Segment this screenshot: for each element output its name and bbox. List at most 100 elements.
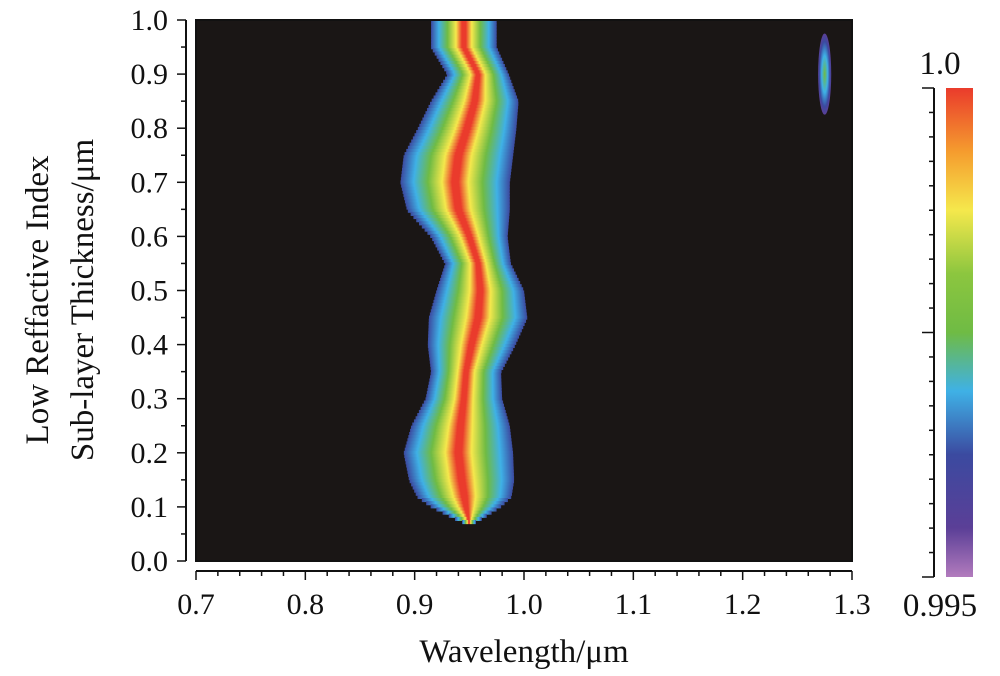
band-strip <box>401 183 510 188</box>
band-strip <box>438 249 510 254</box>
x-tick-label: 0.7 <box>177 588 215 621</box>
band-strip <box>401 186 510 191</box>
band-strip <box>410 211 510 216</box>
band-strip <box>430 101 519 106</box>
band-strip <box>426 394 503 399</box>
band-strip <box>428 318 527 323</box>
band-strip <box>427 387 502 393</box>
band-strip <box>428 337 518 342</box>
band-strip <box>412 485 514 490</box>
high-value-band <box>400 20 832 525</box>
plot-frame <box>195 19 853 562</box>
band-strip <box>403 192 510 198</box>
band-strip <box>407 208 510 213</box>
band-strip <box>446 73 510 78</box>
band-strip <box>417 413 507 418</box>
band-strip <box>454 516 482 521</box>
band-strip <box>402 167 512 172</box>
y-tick-label: 0.4 <box>131 329 169 362</box>
band-strip <box>406 148 514 154</box>
x-tick-label: 1.1 <box>615 588 653 621</box>
band-strip <box>405 202 510 207</box>
band-strip <box>403 158 513 163</box>
x-axis: 0.7 0.8 0.9 1.0 1.1 1.2 1.3 <box>177 570 871 621</box>
band-strip <box>428 347 514 352</box>
band-strip <box>430 362 505 367</box>
band-strip <box>404 196 510 201</box>
band-strip <box>438 284 522 289</box>
band-strip <box>426 108 518 113</box>
band-strip <box>429 378 502 383</box>
band-strip <box>401 170 511 176</box>
y-tick-label: 0.7 <box>131 166 169 199</box>
band-strip <box>410 425 510 430</box>
band-strip <box>435 92 516 97</box>
band-strip <box>431 98 519 103</box>
band-strip <box>444 76 511 81</box>
x-tick-label: 1.2 <box>724 588 762 621</box>
band-strip <box>445 262 512 267</box>
y-tick-label: 0.0 <box>131 545 169 578</box>
band-strip <box>412 422 510 427</box>
band-strip <box>444 265 513 270</box>
band-strip <box>437 89 515 94</box>
band-strip <box>405 444 513 449</box>
band-strip <box>434 51 500 56</box>
band-strip <box>435 243 509 248</box>
band-strip <box>420 406 505 411</box>
band-strip <box>418 409 506 415</box>
band-strip <box>448 513 487 518</box>
band-strip <box>404 447 513 452</box>
y-tick-label: 0.3 <box>131 383 169 416</box>
band-strip <box>402 189 510 194</box>
band-strip <box>442 64 505 69</box>
band-strip <box>422 403 504 408</box>
band-strip <box>430 233 508 238</box>
band-strip <box>427 343 515 349</box>
band-strip <box>406 463 514 468</box>
band-strip <box>430 375 502 380</box>
y-tick-label: 0.9 <box>131 58 169 91</box>
band-strip <box>408 435 512 440</box>
x-axis-title: Wavelength/μm <box>419 634 629 670</box>
band-strip <box>401 174 511 179</box>
band-strip <box>404 457 514 462</box>
band-strip <box>433 240 509 245</box>
band-strip <box>408 475 515 481</box>
band-strip <box>443 258 511 264</box>
band-strip <box>411 139 515 144</box>
band-strip <box>432 236 508 242</box>
band-strip <box>406 441 512 446</box>
band-strip <box>400 177 511 182</box>
band-strip <box>431 35 497 40</box>
y-tick-label: 0.5 <box>131 275 169 308</box>
band-strip <box>432 48 498 53</box>
band-strip <box>404 199 510 204</box>
band-strip <box>426 501 505 506</box>
band-strip <box>428 315 528 320</box>
band-strip <box>429 312 527 317</box>
y-axis-title-line1: Low Reffactive Index <box>20 155 56 444</box>
band-strip <box>441 82 513 88</box>
band-strip <box>435 293 525 298</box>
band-strip <box>431 32 497 37</box>
band-strip <box>431 45 497 50</box>
band-strip <box>462 519 476 525</box>
band-strip <box>402 161 513 166</box>
band-strip <box>440 277 519 282</box>
band-strip <box>413 214 510 220</box>
band-strip <box>431 29 497 34</box>
band-strip <box>427 230 508 235</box>
band-spot <box>818 33 832 115</box>
band-strip <box>430 309 527 314</box>
band-strip <box>444 67 507 72</box>
band-strip <box>415 416 508 421</box>
band-strip <box>430 365 504 371</box>
band-strip <box>428 334 520 339</box>
band-strip <box>430 504 502 509</box>
band-strip <box>431 20 497 25</box>
band-strip <box>432 303 526 308</box>
band-strip <box>413 419 509 424</box>
band-strip <box>425 111 518 116</box>
